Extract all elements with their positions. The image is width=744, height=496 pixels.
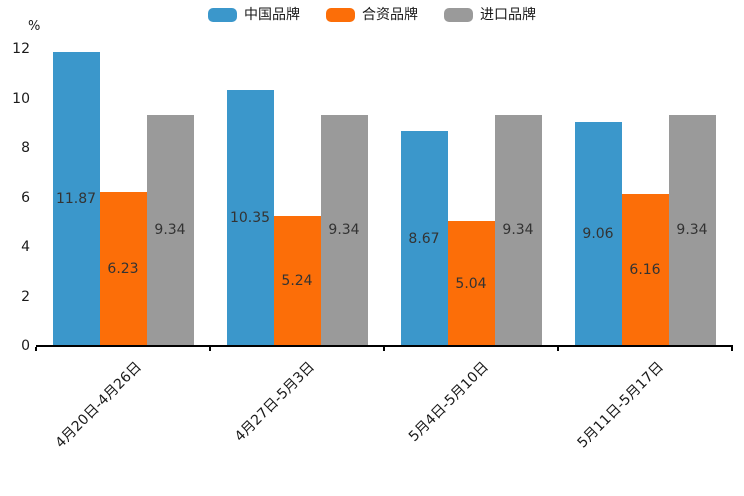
bar-合资品牌-0 xyxy=(99,191,147,346)
x-axis-category-label: 5月11日-5月17日 xyxy=(574,359,667,452)
bar-合资品牌-1 xyxy=(273,216,321,346)
x-axis-category-label: 5月4日-5月10日 xyxy=(406,359,493,445)
x-axis-line xyxy=(36,345,733,347)
y-axis-tick-label: 8 xyxy=(21,140,30,156)
y-axis-tick-label: 4 xyxy=(21,239,30,255)
legend-item-1[interactable]: 合资品牌 xyxy=(326,7,418,23)
y-axis-tick-label: 2 xyxy=(21,288,30,305)
y-axis-tick-label: 6 xyxy=(21,189,30,206)
bar-value-label: 9.34 xyxy=(154,222,186,239)
bar-value-label: 5.04 xyxy=(455,275,487,292)
x-axis-category-label: 4月20日-4月26日 xyxy=(52,359,145,452)
x-axis-tick-mark xyxy=(35,347,37,351)
y-axis-tick-label: 0 xyxy=(21,338,30,354)
bar-value-label: 5.24 xyxy=(281,273,313,290)
legend-marker-icon xyxy=(326,8,355,22)
bar-value-label: 8.67 xyxy=(408,230,440,247)
bar-中国品牌-3 xyxy=(574,121,622,346)
bar-value-label: 10.35 xyxy=(229,209,271,226)
bar-中国品牌-2 xyxy=(400,131,448,346)
y-axis-tick-label: 12 xyxy=(12,41,30,57)
x-axis-tick-mark xyxy=(557,347,559,351)
bar-value-label: 9.06 xyxy=(582,225,614,242)
bar-value-label: 9.34 xyxy=(328,222,360,239)
x-axis-tick-mark xyxy=(383,347,385,351)
bar-value-label: 6.16 xyxy=(629,261,661,278)
legend: 中国品牌 合资品牌 进口品牌 xyxy=(0,7,744,23)
bar-中国品牌-1 xyxy=(226,89,274,346)
bar-进口品牌-0 xyxy=(146,114,194,346)
x-axis-tick-mark xyxy=(731,347,733,351)
bar-进口品牌-1 xyxy=(320,114,368,346)
bar-value-label: 9.34 xyxy=(502,222,534,239)
legend-marker-icon xyxy=(444,8,473,22)
legend-item-2[interactable]: 进口品牌 xyxy=(444,7,536,23)
legend-marker-icon xyxy=(208,8,237,22)
bar-value-label: 9.34 xyxy=(676,222,708,239)
bar-进口品牌-2 xyxy=(494,114,542,346)
bar-中国品牌-0 xyxy=(52,52,100,346)
x-axis-tick-mark xyxy=(209,347,211,351)
x-axis-category-label: 4月27日-5月3日 xyxy=(232,359,319,445)
y-axis-unit-label: % xyxy=(28,19,41,34)
bar-value-label: 6.23 xyxy=(107,260,139,277)
legend-item-label: 合资品牌 xyxy=(362,7,418,23)
y-axis-tick-label: 10 xyxy=(12,90,30,107)
legend-item-label: 中国品牌 xyxy=(244,7,300,23)
bar-进口品牌-3 xyxy=(668,114,716,346)
bar-value-label: 11.87 xyxy=(55,191,97,208)
bar-合资品牌-2 xyxy=(447,221,495,346)
legend-item-label: 进口品牌 xyxy=(480,7,536,23)
bar-合资品牌-3 xyxy=(621,193,669,346)
legend-item-0[interactable]: 中国品牌 xyxy=(208,7,300,23)
